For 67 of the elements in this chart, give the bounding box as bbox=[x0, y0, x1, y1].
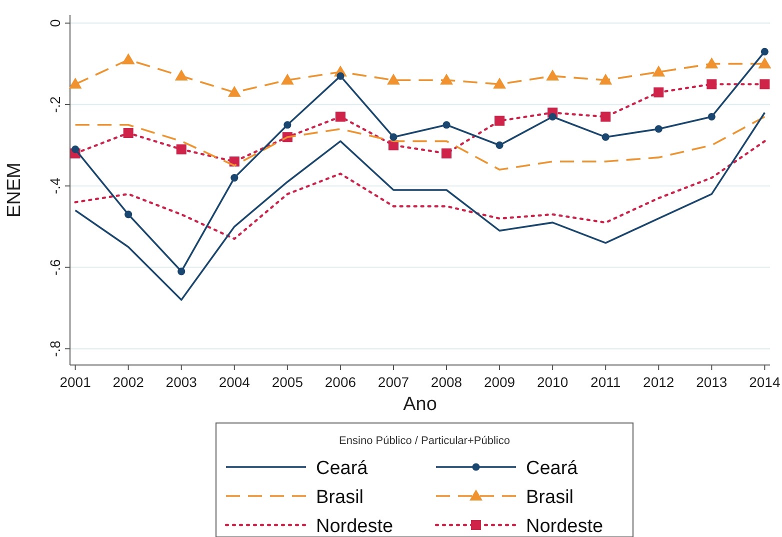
point bbox=[654, 87, 664, 98]
x-tick-label: 2013 bbox=[696, 374, 728, 390]
legend-label: Ceará bbox=[316, 458, 368, 479]
x-tick-label: 2001 bbox=[60, 374, 92, 390]
point bbox=[68, 78, 82, 89]
point bbox=[228, 86, 241, 97]
point bbox=[758, 57, 772, 68]
point bbox=[123, 128, 134, 138]
point bbox=[230, 174, 238, 182]
line-series bbox=[74, 112, 766, 301]
x-tick-label: 2004 bbox=[218, 374, 250, 390]
x-tick-label: 2005 bbox=[272, 374, 304, 390]
point bbox=[760, 48, 768, 56]
point bbox=[599, 74, 612, 85]
point bbox=[493, 78, 506, 89]
point bbox=[442, 148, 452, 158]
x-tick-label: 2012 bbox=[643, 374, 674, 390]
point bbox=[760, 79, 770, 90]
point bbox=[335, 112, 346, 122]
legend-title: Ensino Público / Particular+Público bbox=[339, 435, 510, 447]
point bbox=[600, 112, 611, 122]
y-tick-label: -.6 bbox=[47, 258, 63, 276]
point bbox=[548, 112, 556, 121]
line-series bbox=[74, 116, 766, 171]
point bbox=[652, 65, 666, 76]
x-tick-label: 2014 bbox=[749, 374, 780, 390]
point bbox=[124, 210, 132, 218]
y-tick-label: -.8 bbox=[47, 340, 63, 357]
line-series bbox=[74, 140, 766, 240]
x-tick-label: 2003 bbox=[166, 374, 198, 390]
legend-label: Nordeste bbox=[526, 516, 604, 537]
legend-label: Ceará bbox=[526, 458, 578, 479]
legend-label: Nordeste bbox=[316, 516, 394, 537]
x-tick-label: 2008 bbox=[430, 374, 462, 390]
point bbox=[706, 79, 717, 90]
legend-label: Brasil bbox=[316, 487, 364, 508]
point bbox=[496, 141, 504, 150]
x-tick-label: 2002 bbox=[112, 374, 144, 390]
point bbox=[284, 121, 292, 129]
point bbox=[336, 72, 344, 80]
y-tick-label: -.4 bbox=[47, 178, 63, 194]
point bbox=[174, 70, 188, 81]
point bbox=[705, 57, 718, 68]
point bbox=[386, 74, 400, 85]
point bbox=[178, 268, 186, 276]
legend-label: Brasil bbox=[526, 487, 574, 508]
x-tick-label: 2006 bbox=[324, 374, 356, 390]
point bbox=[72, 146, 80, 154]
point bbox=[176, 144, 186, 154]
point bbox=[440, 74, 454, 85]
y-tick-label: -.2 bbox=[47, 96, 63, 113]
point bbox=[122, 53, 135, 64]
x-axis-title: Ano bbox=[403, 394, 437, 415]
point bbox=[390, 133, 398, 141]
point bbox=[708, 112, 716, 121]
y-axis-title: ENEM bbox=[4, 162, 25, 218]
point bbox=[280, 74, 294, 85]
x-tick-label: 2011 bbox=[590, 374, 621, 390]
point bbox=[494, 116, 505, 126]
point bbox=[546, 70, 560, 81]
point bbox=[602, 133, 610, 141]
x-tick-label: 2007 bbox=[378, 374, 410, 390]
x-tick-label: 2010 bbox=[537, 374, 568, 390]
y-tick-label: 0 bbox=[47, 19, 63, 28]
point bbox=[442, 121, 450, 129]
point bbox=[654, 125, 662, 133]
x-tick-label: 2009 bbox=[484, 374, 516, 390]
